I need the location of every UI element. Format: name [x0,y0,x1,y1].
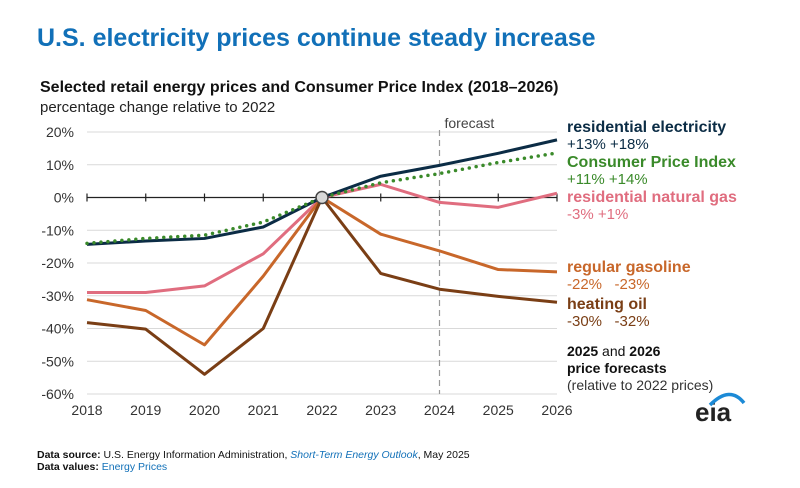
series-name: residential natural gas [567,189,737,206]
legend-gasoline: regular gasoline -22% -23% [567,259,691,293]
y-tick-label: -60% [41,386,74,402]
legend-natural-gas: residential natural gas -3% +1% [567,189,737,223]
eia-logo: eia [695,392,746,428]
series-name: regular gasoline [567,259,691,276]
series-line-heating-oil [86,196,558,376]
forecast-annotation: 2025 and 2026 price forecasts (relative … [567,343,713,394]
y-tick-label: -30% [41,288,74,304]
source-date: , May 2025 [417,449,470,461]
y-tick-label: -50% [41,353,74,369]
y-tick-label: -40% [41,321,74,337]
x-tick-label: 2021 [248,402,279,418]
data-source: Data source: U.S. Energy Information Adm… [37,449,470,461]
series-note: -30% -32% [567,313,650,330]
x-tick-label: 2018 [71,402,102,418]
x-tick-label: 2026 [541,402,572,418]
x-tick-label: 2020 [189,402,220,418]
x-tick-label: 2019 [130,402,161,418]
y-tick-label: 20% [46,124,74,140]
annotation-year: 2025 [567,343,599,359]
series-line-regular-gasoline [86,196,558,347]
series-note: -22% -23% [567,276,650,293]
chart-units: percentage change relative to 2022 [40,99,276,116]
legend-heating-oil: heating oil -30% -32% [567,296,650,330]
values-link[interactable]: Energy Prices [101,461,168,473]
series-name: residential electricity [567,119,727,136]
logo-arc-icon [708,392,746,407]
annotation-text: price forecasts [567,360,667,376]
forecast-label: forecast [445,115,495,131]
source-link[interactable]: Short-Term Energy Outlook [290,449,418,461]
x-tick-label: 2022 [306,402,337,418]
x-tick-label: 2025 [483,402,514,418]
legend-electricity: residential electricity +13% +18% [567,119,726,153]
annotation-text: (relative to 2022 prices) [567,377,714,393]
series-note: +13% +18% [567,136,649,153]
legend-cpi: Consumer Price Index +11% +14% [567,154,736,188]
base-year-marker [315,190,329,205]
series-note: -3% +1% [567,206,629,223]
values-label: Data values: [37,461,99,473]
data-values: Data values: Energy Prices [37,461,167,473]
series-name: heating oil [567,296,647,313]
y-tick-label: -20% [41,255,74,271]
series-note: +11% +14% [567,171,648,188]
y-tick-label: 0% [54,190,74,206]
chart-subtitle: Selected retail energy prices and Consum… [40,79,559,96]
annotation-text: and [598,343,630,359]
series-line-consumer-price-index [85,151,559,246]
source-label: Data source: [37,449,101,461]
y-tick-label: 10% [46,157,74,173]
y-tick-label: -10% [41,222,74,238]
x-tick-label: 2023 [365,402,396,418]
source-text: U.S. Energy Information Administration, [100,449,291,461]
page-title: U.S. electricity prices continue steady … [37,24,596,52]
series-name: Consumer Price Index [567,154,736,171]
annotation-year: 2026 [629,343,661,359]
x-tick-label: 2024 [424,402,455,418]
